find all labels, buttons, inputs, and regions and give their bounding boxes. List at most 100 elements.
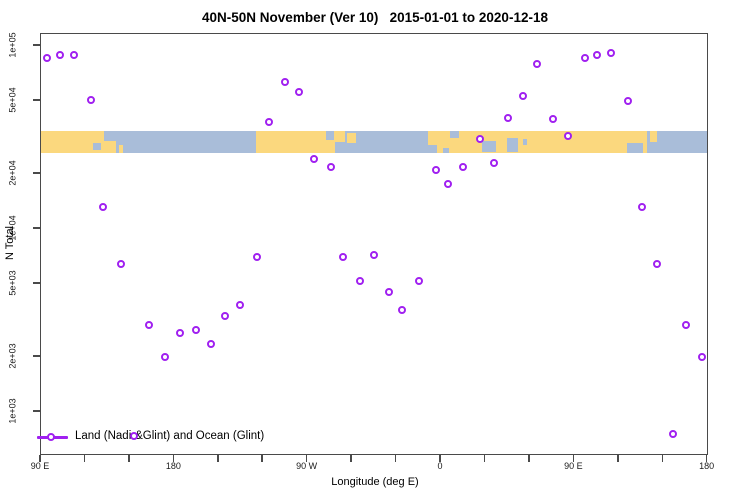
x-major-tick <box>305 455 308 462</box>
land-patch <box>334 131 346 142</box>
x-tick-label: 0 <box>437 461 443 471</box>
data-point <box>519 92 528 101</box>
land-patch <box>104 140 116 153</box>
x-minor-tick <box>217 455 219 462</box>
x-tick-label: 90 E <box>564 461 583 471</box>
x-major-tick <box>39 455 41 462</box>
land-patch <box>255 131 335 153</box>
land-patch <box>119 145 123 153</box>
data-point <box>280 78 289 87</box>
land-patch <box>347 133 356 144</box>
x-major-tick <box>705 455 708 462</box>
y-tick <box>33 355 40 357</box>
x-tick-label: 90 W <box>296 461 318 471</box>
x-minor-tick <box>261 455 263 462</box>
data-point <box>443 180 452 189</box>
ocean-patch <box>507 137 518 152</box>
land-patch <box>650 131 658 142</box>
x-tick-label: 90 E <box>30 461 50 471</box>
ocean-patch <box>450 131 460 138</box>
data-point <box>459 162 468 171</box>
data-point <box>564 131 573 140</box>
data-point <box>653 259 662 268</box>
data-point <box>160 353 169 362</box>
data-point <box>191 326 200 335</box>
data-point <box>489 158 498 167</box>
data-point <box>607 49 616 58</box>
data-point <box>86 95 95 104</box>
ocean-patch <box>428 145 438 153</box>
y-tick <box>33 44 40 46</box>
ocean-patch <box>626 143 643 153</box>
y-tick <box>33 410 40 412</box>
data-point <box>253 252 262 261</box>
data-point <box>116 259 125 268</box>
x-minor-tick <box>128 455 130 462</box>
chart-title: 40N-50N November (Ver 10) 2015-01-01 to … <box>202 10 548 25</box>
data-point <box>668 430 677 439</box>
data-point <box>221 312 230 321</box>
data-point <box>42 53 51 62</box>
data-point <box>310 154 319 163</box>
x-minor-tick <box>394 455 397 462</box>
data-point <box>533 59 542 68</box>
data-point <box>369 250 378 259</box>
data-point <box>475 135 484 144</box>
data-point <box>593 50 602 59</box>
land-patch <box>40 131 105 153</box>
x-minor-tick <box>483 455 486 462</box>
data-point <box>580 53 589 62</box>
data-point <box>385 288 394 297</box>
x-minor-tick <box>661 455 663 462</box>
ocean-patch <box>442 147 449 153</box>
y-tick-label: 2e+03 <box>8 343 18 369</box>
y-axis-title: N Total <box>4 225 16 261</box>
data-point <box>503 113 512 122</box>
data-point <box>294 88 303 97</box>
data-point <box>697 353 706 362</box>
ocean-patch <box>93 143 101 150</box>
data-point <box>398 305 407 314</box>
x-major-tick <box>439 455 441 462</box>
y-tick <box>33 172 40 174</box>
x-tick-label: 180 <box>165 461 181 471</box>
data-point <box>414 277 423 286</box>
data-point <box>431 165 440 174</box>
data-point <box>69 50 78 59</box>
ocean-patch <box>481 140 497 152</box>
data-point <box>326 163 335 172</box>
data-point <box>637 202 646 211</box>
x-major-tick <box>172 455 175 462</box>
legend-label: Land (Nadir&Glint) and Ocean (Glint) <box>75 430 265 442</box>
data-point <box>682 320 691 329</box>
y-tick <box>33 282 40 284</box>
x-minor-tick <box>350 455 352 462</box>
y-tick-label: 2e+04 <box>8 160 18 186</box>
data-point <box>356 277 365 286</box>
x-tick-label: 180 <box>699 461 715 471</box>
x-minor-tick <box>617 455 619 462</box>
x-major-tick <box>572 455 575 462</box>
data-point <box>339 252 348 261</box>
ocean-patch <box>522 138 528 146</box>
x-axis-title: Longitude (deg E) <box>331 476 419 488</box>
y-tick <box>33 227 40 229</box>
data-point <box>206 339 215 348</box>
plot-area-box <box>40 33 708 455</box>
data-point <box>236 300 245 309</box>
legend-open-circle-icon <box>47 432 55 441</box>
data-point <box>623 96 632 105</box>
data-point <box>145 320 154 329</box>
y-tick <box>33 99 40 101</box>
data-point <box>265 118 274 127</box>
y-tick-label: 5e+04 <box>8 87 18 113</box>
x-minor-tick <box>83 455 86 462</box>
data-point <box>99 202 108 211</box>
y-tick-label: 1e+03 <box>8 398 18 424</box>
y-tick-label: 1e+05 <box>8 32 18 58</box>
data-point <box>176 329 185 338</box>
x-minor-tick <box>528 455 530 462</box>
data-point <box>130 431 139 440</box>
data-point <box>56 51 65 60</box>
